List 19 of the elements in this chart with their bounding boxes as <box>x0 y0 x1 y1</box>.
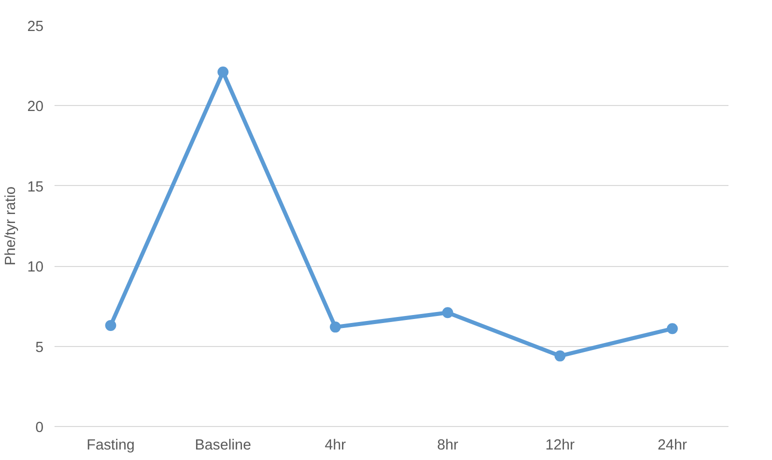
point <box>554 350 566 362</box>
point <box>105 320 116 331</box>
x-tick-label: 8hr <box>437 438 458 454</box>
y-tick-label: 0 <box>35 420 44 436</box>
y-tick-label: 25 <box>27 19 44 35</box>
point <box>666 323 678 334</box>
x-tick-label: Baseline <box>194 438 252 454</box>
x-tick-label: 24hr <box>658 438 688 454</box>
point <box>442 307 454 318</box>
point <box>218 66 228 78</box>
y-tick-label: 20 <box>27 99 44 116</box>
y-tick-label: 10 <box>27 260 44 276</box>
x-tick-label: 4hr <box>324 438 346 454</box>
y-tick-label: 15 <box>27 179 44 196</box>
x-tick-label: Fasting <box>86 438 135 454</box>
x-tick-label: 12hr <box>545 438 575 454</box>
point <box>330 322 341 333</box>
y-axis-title: Phe/tyr ratio <box>3 186 20 266</box>
y-tick-label: 5 <box>35 340 44 356</box>
